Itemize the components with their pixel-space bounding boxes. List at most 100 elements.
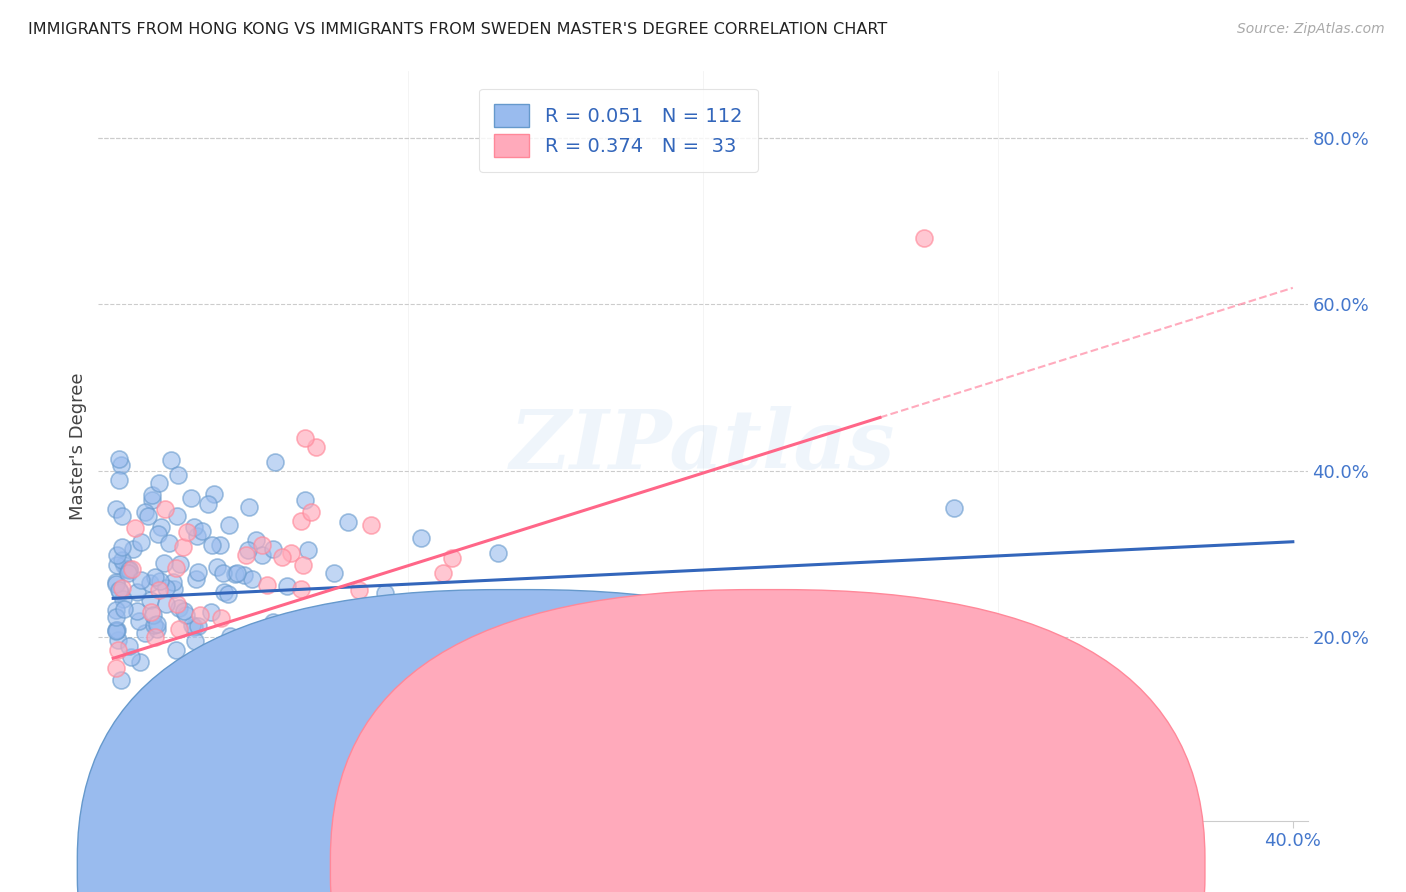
Point: [942, 501, 965, 516]
Point: [167, 468, 190, 483]
Point: [105, 577, 128, 591]
Point: [209, 538, 232, 552]
Point: [183, 620, 205, 634]
Point: [107, 643, 129, 657]
Point: [149, 574, 172, 589]
Point: [118, 563, 141, 577]
Point: [294, 431, 316, 445]
Point: [165, 560, 187, 574]
Point: [162, 575, 184, 590]
Point: [143, 569, 166, 583]
Point: [145, 622, 167, 636]
Point: [181, 617, 204, 632]
Text: Source: ZipAtlas.com: Source: ZipAtlas.com: [1237, 22, 1385, 37]
Point: [138, 576, 160, 591]
Point: [105, 575, 128, 590]
Point: [357, 609, 380, 624]
Point: [238, 500, 260, 514]
Point: [105, 623, 128, 637]
Point: [110, 458, 132, 472]
Point: [235, 548, 257, 562]
Text: Immigrants from Hong Kong: Immigrants from Hong Kong: [534, 859, 769, 877]
Point: [107, 633, 129, 648]
Point: [173, 604, 195, 618]
Point: [111, 509, 134, 524]
Point: [217, 587, 239, 601]
Point: [205, 560, 228, 574]
Point: [200, 605, 222, 619]
Point: [280, 546, 302, 560]
Point: [167, 622, 190, 636]
Point: [252, 549, 274, 563]
Point: [240, 572, 263, 586]
Point: [157, 535, 180, 549]
Point: [322, 566, 344, 580]
Point: [111, 553, 134, 567]
Point: [143, 630, 166, 644]
Text: ZIPatlas: ZIPatlas: [510, 406, 896, 486]
Point: [148, 475, 170, 490]
Point: [155, 581, 177, 595]
Point: [125, 604, 148, 618]
Point: [186, 573, 208, 587]
Point: [217, 659, 239, 673]
Point: [142, 607, 165, 622]
Point: [179, 666, 201, 681]
Point: [108, 473, 131, 487]
Point: [370, 619, 392, 633]
Point: [347, 582, 370, 597]
Text: IMMIGRANTS FROM HONG KONG VS IMMIGRANTS FROM SWEDEN MASTER'S DEGREE CORRELATION : IMMIGRANTS FROM HONG KONG VS IMMIGRANTS …: [28, 22, 887, 37]
Point: [129, 573, 152, 587]
Y-axis label: Master's Degree: Master's Degree: [69, 372, 87, 520]
Point: [648, 659, 671, 673]
Point: [245, 533, 267, 548]
Point: [160, 453, 183, 467]
Point: [262, 542, 284, 557]
Point: [115, 562, 138, 576]
Point: [169, 557, 191, 571]
Point: [297, 542, 319, 557]
Point: [290, 582, 312, 597]
Point: [105, 558, 128, 572]
Point: [278, 636, 301, 650]
Point: [105, 548, 128, 562]
Point: [142, 618, 165, 632]
Point: [912, 231, 935, 245]
Point: [409, 532, 432, 546]
Point: [112, 592, 135, 607]
Point: [129, 655, 152, 669]
Point: [188, 608, 211, 623]
Point: [105, 603, 128, 617]
Point: [360, 517, 382, 532]
Point: [441, 551, 464, 566]
Point: [183, 519, 205, 533]
Point: [191, 524, 214, 539]
Point: [136, 508, 159, 523]
Point: [174, 657, 197, 672]
Point: [202, 486, 225, 500]
Point: [117, 566, 139, 580]
Point: [336, 516, 359, 530]
Point: [122, 542, 145, 557]
Point: [294, 493, 316, 508]
Point: [152, 556, 174, 570]
Point: [270, 549, 292, 564]
Point: [146, 617, 169, 632]
Point: [105, 624, 128, 638]
Point: [112, 558, 135, 572]
Point: [197, 497, 219, 511]
Point: [187, 619, 209, 633]
Point: [105, 623, 128, 637]
Point: [374, 586, 396, 600]
Point: [201, 538, 224, 552]
Point: [155, 502, 177, 516]
Point: [256, 578, 278, 592]
Point: [165, 643, 187, 657]
Point: [108, 582, 131, 597]
Point: [263, 455, 285, 469]
Point: [174, 608, 197, 623]
Point: [176, 524, 198, 539]
Point: [184, 634, 207, 648]
Point: [134, 505, 156, 519]
Point: [125, 584, 148, 599]
